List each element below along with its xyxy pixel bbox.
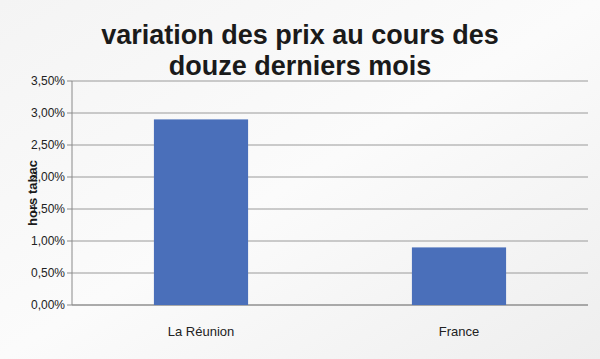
grid-line	[72, 305, 588, 306]
tick-label: 0,50%	[31, 266, 65, 280]
tick-mark	[67, 305, 72, 306]
grid-line	[72, 113, 588, 114]
tick-mark	[67, 273, 72, 274]
category-label: France	[439, 324, 479, 339]
title: variation des prix au cours desdouze der…	[101, 20, 499, 81]
y-axis-label: hors tabac	[25, 160, 40, 226]
y-axis	[72, 81, 73, 305]
tick-mark	[67, 81, 72, 82]
tick-mark	[67, 209, 72, 210]
grid-line	[72, 273, 588, 274]
tick-mark	[67, 113, 72, 114]
bars	[154, 119, 506, 305]
grid-line	[72, 177, 588, 178]
tick-mark	[67, 177, 72, 178]
grid-line	[72, 209, 588, 210]
tick-label: 2,50%	[31, 138, 65, 152]
title-line: douze derniers mois	[169, 51, 432, 81]
chart: variation des prix au cours desdouze der…	[0, 0, 600, 359]
tick-mark	[67, 241, 72, 242]
bar	[154, 119, 248, 305]
bar	[412, 247, 506, 305]
grid-line	[72, 241, 588, 242]
background	[0, 0, 600, 359]
grid-line	[72, 81, 588, 82]
tick-label: 1,00%	[31, 234, 65, 248]
tick-label: 3,00%	[31, 106, 65, 120]
grid-line	[72, 145, 588, 146]
tick-label: 0,00%	[31, 298, 65, 312]
tick-label: 3,50%	[31, 74, 65, 88]
x-axis	[72, 305, 588, 306]
tick-mark	[67, 145, 72, 146]
category-label: La Réunion	[168, 324, 235, 339]
title-line: variation des prix au cours des	[101, 20, 499, 50]
